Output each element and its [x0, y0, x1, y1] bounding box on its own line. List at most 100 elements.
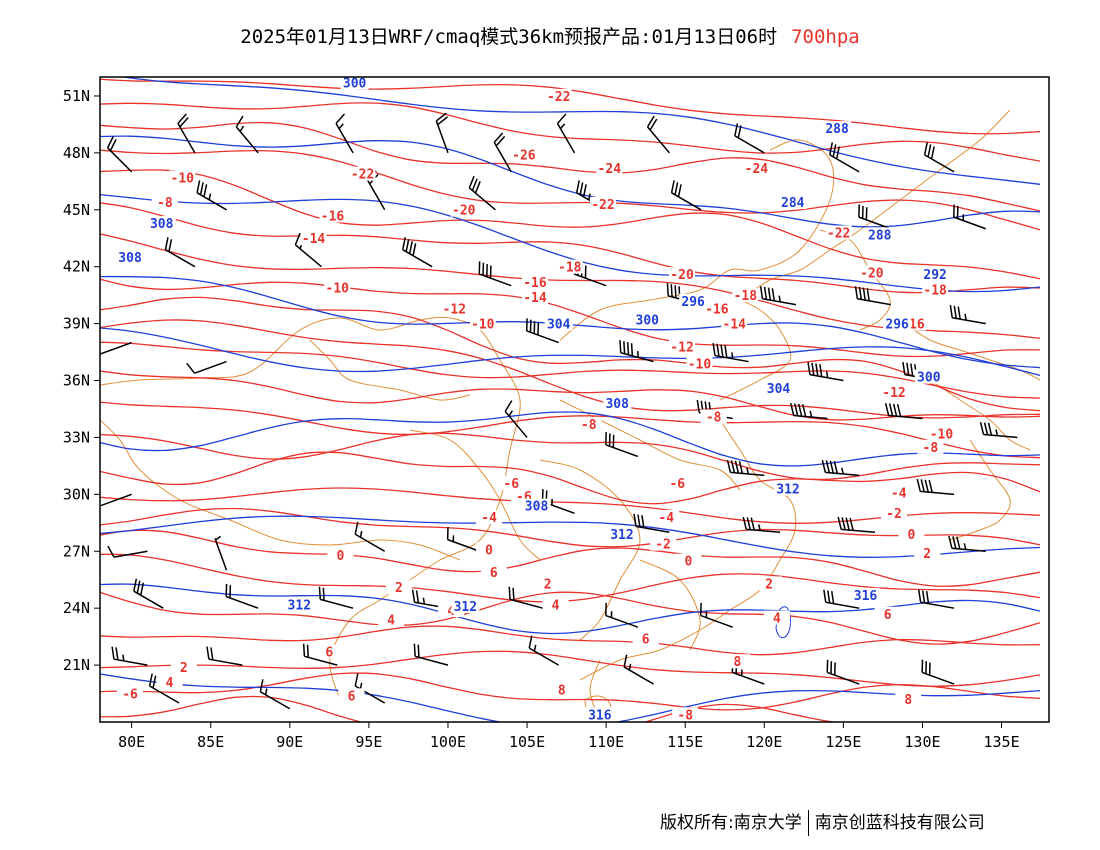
barb-flag	[504, 400, 513, 412]
barb-flag	[923, 142, 928, 156]
barb-flag	[815, 363, 819, 377]
wind-barb	[302, 643, 338, 666]
barb-flag	[811, 362, 815, 376]
barb-shaft	[493, 142, 512, 173]
geopotential-label: 300	[343, 77, 367, 92]
height-contour	[100, 193, 1041, 293]
temperature-label: -8	[706, 410, 722, 425]
wind-barb	[528, 635, 560, 666]
pressure-level: 700hpa	[791, 26, 860, 48]
wind-barb	[148, 673, 180, 704]
barb-flag	[928, 479, 933, 493]
temperature-label: -22	[827, 226, 850, 241]
wind-barb	[742, 516, 781, 534]
wind-barb	[953, 204, 986, 230]
isotherm	[100, 650, 1041, 687]
wind-barb	[837, 516, 876, 534]
wind-barb	[100, 341, 132, 355]
isotherm	[100, 233, 1041, 339]
barb-shaft	[367, 179, 386, 211]
barb-flag	[203, 184, 208, 197]
height-contour	[100, 411, 1041, 467]
label-bg	[450, 202, 477, 217]
y-tick-label: 45N	[63, 201, 90, 219]
barb-half-flag	[264, 688, 268, 695]
barb-flag	[633, 513, 637, 527]
barb-flag	[832, 144, 837, 158]
barb-shaft	[857, 298, 891, 306]
barb-flag	[164, 237, 169, 250]
geopotential-label: 284	[781, 196, 805, 211]
label-bg	[675, 553, 702, 568]
barb-flag	[949, 305, 953, 318]
wind-barb	[633, 513, 670, 534]
temperature-label: -12	[670, 340, 693, 355]
label-bg	[340, 75, 369, 90]
label-bg	[743, 160, 770, 175]
barb-half-flag	[239, 125, 245, 132]
geopotential-label: 304	[767, 382, 791, 397]
barb-flag	[196, 180, 201, 193]
barb-flag	[107, 545, 115, 558]
wind-barb	[446, 526, 480, 552]
barb-flag	[750, 517, 755, 531]
label-bg	[724, 654, 751, 669]
wind-barb	[107, 545, 148, 558]
label-bg	[898, 527, 925, 542]
barb-flag	[841, 517, 846, 530]
isotherm	[100, 529, 1041, 587]
barb-shaft	[825, 471, 860, 477]
isotherm	[100, 102, 1041, 162]
barb-shaft	[951, 547, 986, 553]
wind-barb	[556, 113, 576, 154]
temperature-label: -4	[658, 511, 674, 526]
barb-flag	[759, 286, 764, 299]
barb-shaft	[528, 647, 560, 666]
temperature-label: 8	[733, 655, 741, 670]
wind-barb	[699, 602, 733, 628]
temperature-label: 8	[904, 693, 912, 708]
barb-shaft	[107, 147, 133, 173]
barb-flag	[623, 341, 626, 354]
label-bg	[921, 267, 950, 282]
barb-half-flag	[628, 663, 632, 671]
boundary-line	[559, 139, 835, 341]
label-bg	[575, 417, 602, 432]
wind-barb	[605, 602, 639, 628]
wind-barb	[858, 204, 892, 230]
barb-flag	[133, 578, 138, 592]
barb-half-flag	[825, 371, 829, 378]
label-bg	[147, 215, 176, 230]
temperature-label: -18	[734, 289, 758, 304]
barb-shaft	[294, 244, 322, 268]
x-tick-label: 125E	[825, 733, 861, 751]
label-bg	[556, 259, 583, 274]
barb-flag	[306, 644, 310, 658]
barb-flag	[837, 516, 842, 530]
barb-flag	[916, 478, 921, 492]
temperature-label: -16	[705, 302, 729, 317]
barb-shaft	[826, 671, 860, 685]
barb-flag	[925, 591, 930, 604]
isotherm	[100, 591, 1041, 645]
barb-shaft	[635, 525, 670, 534]
barb-flag	[556, 113, 567, 124]
wind-barb	[525, 318, 559, 344]
wind-barb	[133, 578, 164, 609]
temperature-label: -10	[930, 428, 954, 443]
isotherm	[100, 370, 1041, 421]
label-bg	[721, 316, 748, 331]
barb-half-flag	[964, 313, 967, 321]
boundary-line	[949, 439, 1011, 541]
barb-flag	[508, 586, 511, 600]
wind-barb	[401, 237, 433, 268]
label-bg	[823, 121, 852, 136]
label-bg	[542, 597, 569, 612]
label-bg	[603, 396, 632, 411]
barb-flag	[435, 112, 447, 122]
temperature-label: -8	[923, 441, 939, 456]
barb-flag	[920, 479, 925, 492]
label-bg	[476, 542, 503, 557]
barb-shaft	[435, 120, 449, 154]
barb-flag	[106, 136, 114, 149]
